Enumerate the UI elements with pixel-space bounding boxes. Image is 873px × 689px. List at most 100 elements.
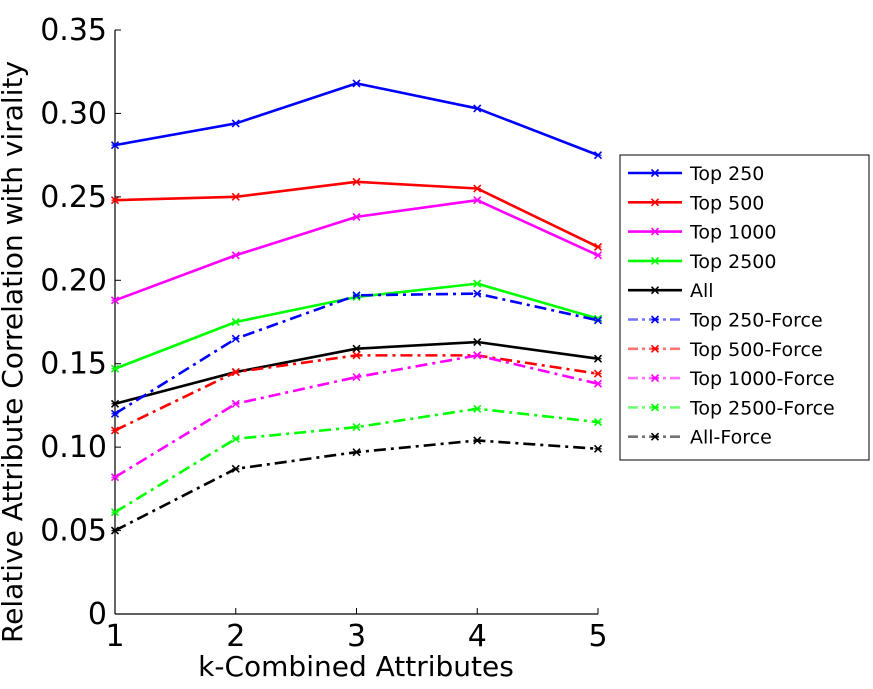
legend: Top 250 Top 500 Top 1000 Top 2500 All Top 250… bbox=[619, 154, 870, 461]
data-point bbox=[231, 119, 240, 128]
legend-marker bbox=[650, 344, 660, 353]
data-point bbox=[231, 367, 240, 377]
data-point bbox=[231, 192, 240, 201]
data-point bbox=[110, 196, 120, 205]
series-top-250 bbox=[110, 79, 603, 160]
x-tick-label: 1 bbox=[105, 619, 124, 654]
y-tick-label: 0.35 bbox=[40, 13, 107, 48]
y-tick-label: 0.10 bbox=[40, 430, 107, 465]
data-point bbox=[110, 399, 120, 408]
series-layer bbox=[110, 79, 603, 535]
data-point bbox=[473, 404, 482, 413]
data-point bbox=[352, 212, 361, 221]
data-point bbox=[352, 291, 361, 300]
data-point bbox=[110, 473, 120, 482]
data-point bbox=[593, 251, 603, 260]
series-line-top-500-force bbox=[114, 354, 599, 432]
x-axis-label: k-Combined Attributes bbox=[198, 650, 514, 683]
data-point bbox=[593, 354, 603, 363]
legend-label: All-Force bbox=[690, 427, 772, 449]
data-point bbox=[593, 369, 603, 378]
y-tick-label: 0.30 bbox=[40, 96, 107, 131]
data-point bbox=[352, 79, 361, 88]
legend-entry: Top 2500-Force bbox=[628, 397, 835, 419]
data-point bbox=[110, 141, 120, 150]
legend-entry: Top 1000-Force bbox=[628, 368, 835, 390]
data-point bbox=[473, 351, 482, 360]
data-point bbox=[473, 337, 482, 347]
x-tick-label: 5 bbox=[588, 619, 607, 654]
legend-label: Top 250-Force bbox=[689, 310, 823, 332]
x-tick-label: 4 bbox=[468, 619, 487, 654]
series-line-top-250-force bbox=[114, 292, 599, 415]
legend-marker bbox=[650, 168, 660, 178]
legend-label: Top 250 bbox=[689, 163, 764, 185]
legend-entry: Top 1000 bbox=[628, 222, 776, 244]
legend-marker bbox=[650, 432, 660, 441]
legend-marker bbox=[650, 227, 660, 236]
legend-label: Top 2500 bbox=[689, 251, 776, 273]
legend-label: Top 2500-Force bbox=[689, 397, 835, 419]
x-tick-label: 2 bbox=[226, 619, 245, 654]
series-top-500 bbox=[110, 177, 603, 251]
data-point bbox=[473, 184, 482, 193]
legend-marker bbox=[650, 256, 660, 265]
data-point bbox=[110, 409, 120, 418]
series-line-top-250 bbox=[114, 82, 599, 157]
series-all-force bbox=[110, 436, 603, 535]
legend-entry: All-Force bbox=[628, 427, 772, 449]
series-line-top-1000 bbox=[114, 198, 599, 302]
legend-entry: Top 250-Force bbox=[628, 310, 823, 332]
data-point bbox=[231, 317, 240, 327]
x-axis-ticks: 1 2 3 4 5 bbox=[105, 608, 608, 654]
legend-label: All bbox=[690, 280, 714, 302]
y-tick-label: 0.20 bbox=[40, 263, 107, 298]
series-top-250-force bbox=[110, 289, 603, 418]
legend-marker bbox=[650, 286, 660, 295]
legend-entry: All bbox=[628, 280, 714, 302]
data-point bbox=[231, 399, 240, 408]
data-point bbox=[473, 196, 482, 205]
data-point bbox=[593, 316, 603, 325]
legend-entry: Top 500 bbox=[628, 192, 764, 214]
plot-area bbox=[114, 30, 598, 615]
legend-entry: Top 500-Force bbox=[628, 339, 823, 361]
y-tick-label: 0.25 bbox=[40, 180, 107, 215]
data-point bbox=[352, 448, 361, 457]
data-point bbox=[231, 434, 240, 443]
data-point bbox=[231, 464, 240, 473]
data-point bbox=[231, 334, 240, 343]
series-line-all-force bbox=[114, 439, 599, 532]
series-line-top-2500-force bbox=[114, 407, 599, 514]
legend-marker bbox=[650, 198, 660, 207]
legend-box bbox=[619, 154, 870, 461]
data-point bbox=[593, 379, 603, 388]
series-line-top-1000-force bbox=[114, 354, 599, 479]
y-axis-label: Relative Attribute Correlation with vira… bbox=[0, 61, 29, 643]
legend-marker bbox=[650, 374, 660, 383]
data-point bbox=[110, 426, 120, 435]
data-point bbox=[593, 151, 603, 160]
data-point bbox=[593, 444, 603, 453]
series-top-500-force bbox=[110, 351, 603, 435]
series-top-2500-force bbox=[110, 404, 603, 517]
data-point bbox=[473, 104, 482, 113]
data-point bbox=[352, 344, 361, 353]
data-point bbox=[110, 364, 120, 373]
data-point bbox=[473, 279, 482, 288]
data-point bbox=[352, 351, 361, 360]
y-axis-ticks: 0 0.05 0.10 0.15 0.20 0.25 0.30 0.35 bbox=[40, 13, 121, 632]
data-point bbox=[352, 423, 361, 432]
legend-label: Top 500-Force bbox=[689, 339, 823, 361]
data-point bbox=[352, 177, 361, 186]
legend-entry: Top 2500 bbox=[628, 251, 776, 273]
y-tick-label: 0.15 bbox=[40, 347, 107, 382]
data-point bbox=[110, 296, 120, 305]
series-top-1000-force bbox=[110, 351, 603, 482]
data-point bbox=[473, 289, 482, 298]
x-tick-label: 3 bbox=[347, 619, 366, 654]
data-point bbox=[231, 251, 240, 260]
series-top-1000 bbox=[110, 196, 603, 305]
legend-entry: Top 250 bbox=[628, 163, 764, 185]
